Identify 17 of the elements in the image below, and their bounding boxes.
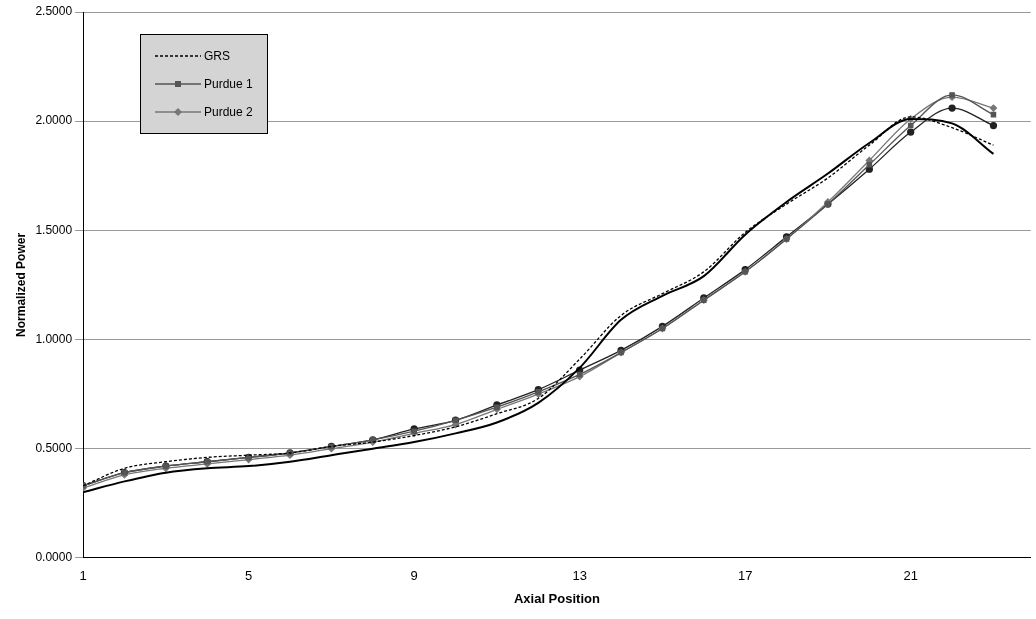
legend-label: Purdue 1 xyxy=(204,77,253,91)
x-axis-title: Axial Position xyxy=(513,590,600,606)
y-tick-label: 0.0000 xyxy=(35,550,73,565)
y-tick-label: 2.5000 xyxy=(35,4,73,19)
y-tick-label: 1.5000 xyxy=(35,222,73,237)
x-tick-label: 13 xyxy=(572,568,587,584)
legend-label: GRS xyxy=(204,49,231,63)
x-tick-label: 9 xyxy=(410,568,418,584)
y-axis-title: Normalized Power xyxy=(13,232,28,337)
x-tick-label: 17 xyxy=(737,568,753,584)
y-tick-label: 0.5000 xyxy=(35,440,73,455)
legend-label: Purdue 2 xyxy=(204,105,253,119)
x-tick-label: 1 xyxy=(79,568,87,584)
y-tick-label: 1.0000 xyxy=(35,331,73,346)
x-tick-label: 5 xyxy=(245,568,253,584)
y-tick-label: 2.0000 xyxy=(35,113,73,128)
x-tick-label: 21 xyxy=(903,568,918,584)
